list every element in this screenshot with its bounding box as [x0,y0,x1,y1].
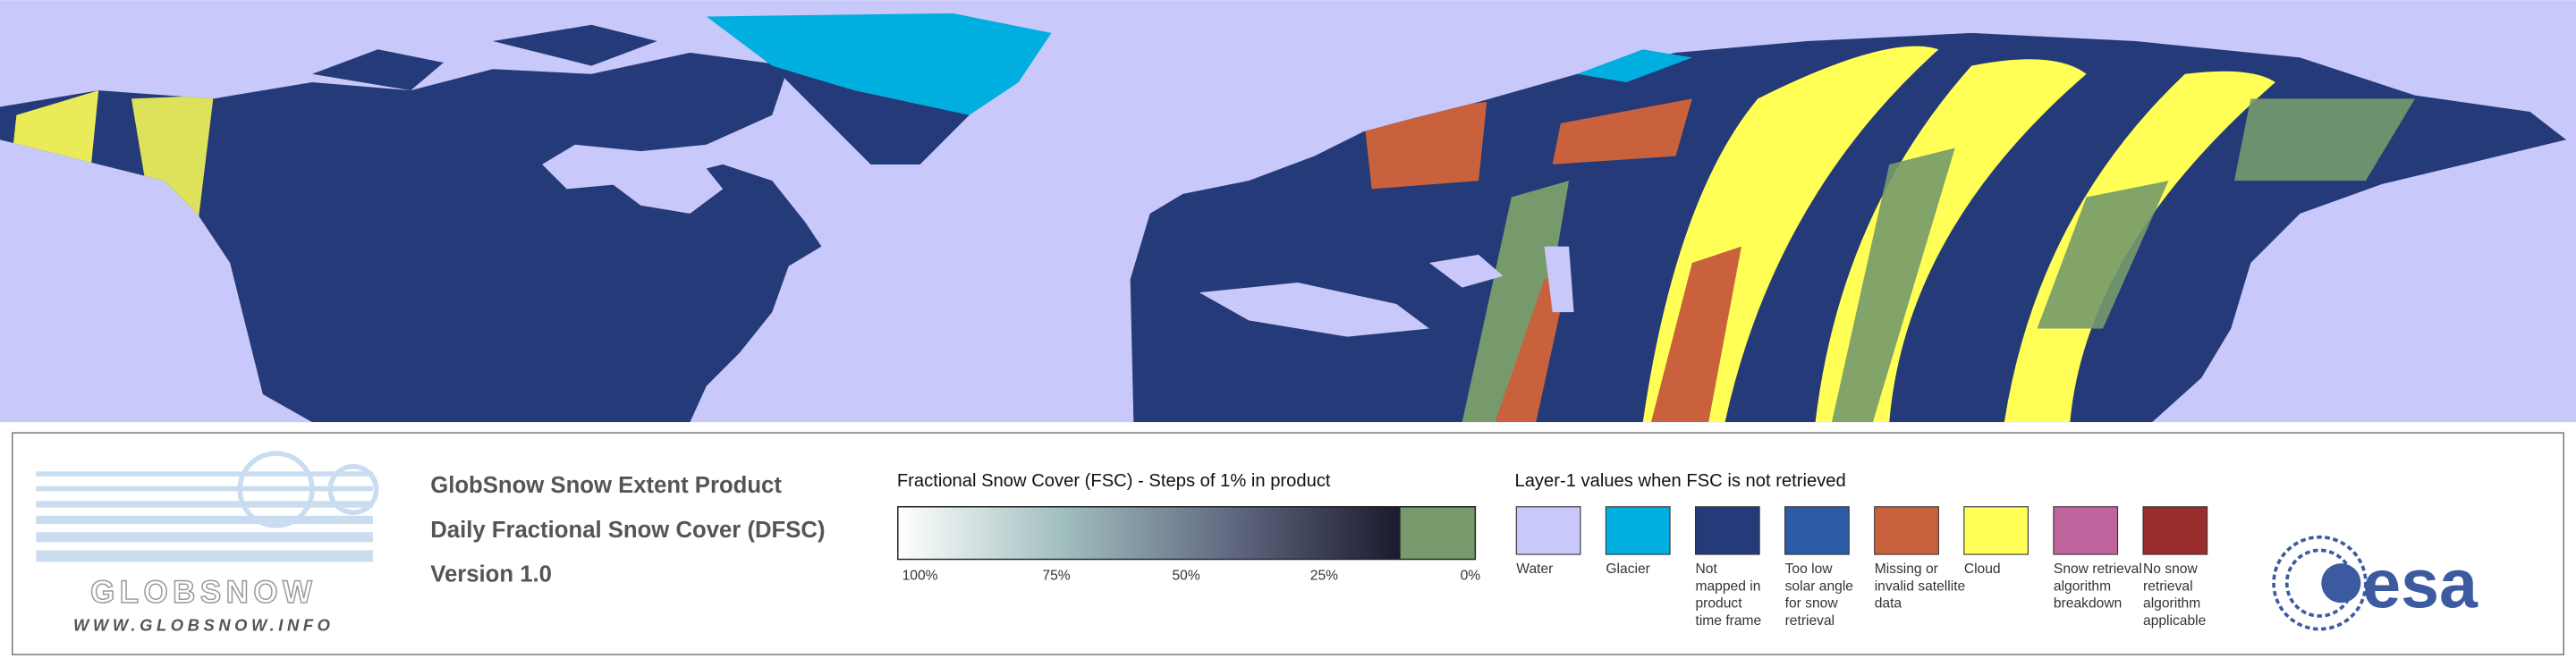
legend-label-line: time frame [1696,613,1762,629]
colorbar-label: 75% [1042,569,1070,584]
legend-label: Cloud [1964,561,2001,577]
greenland [706,13,1052,165]
legend-label: Not mapped in product time frame [1696,561,1762,629]
legend-label: Glacier [1606,561,1649,577]
legend-label-line: Missing or [1875,561,1938,577]
legend-swatch [1963,506,2029,555]
product-info: GlobSnow Snow Extent Product Daily Fracti… [430,473,825,587]
legend-label-line: Glacier [1606,561,1649,577]
logo-name: GLOBSNOW [90,575,317,610]
legend-label: No snow retrieval algorithm applicable [2143,561,2206,629]
legend-label-line: invalid satellite [1875,578,1966,594]
legend-swatch [1784,506,1850,555]
legend-swatch [2053,506,2119,555]
legend-label-line: retrieval [2143,578,2193,594]
legend-swatch [1874,506,1939,555]
legend-label: Water [1516,561,1553,577]
greenland-edge [772,65,970,165]
legend-title: Layer-1 values when FSC is not retrieved [1514,471,1845,491]
product-line: Daily Fractional Snow Cover (DFSC) [430,518,825,543]
hudson-bay [591,148,724,214]
product-line: Version 1.0 [430,561,552,587]
colorbar-label: 50% [1172,569,1199,584]
legend-label: Missing or invalid satellite data [1875,561,1966,612]
esa-wordmark: esa [2362,546,2479,623]
mediterranean [1199,283,1429,337]
legend-label-line: Cloud [1964,561,2001,577]
legend-swatch [1515,506,1581,555]
legend-label-line: mapped in [1696,578,1761,594]
arctic-island [493,24,657,66]
colorbar-title: Fractional Snow Cover (FSC) - Steps of 1… [897,471,1331,491]
legend-label-line: Water [1516,561,1553,577]
colorbar-label: 0% [1461,569,1481,584]
legend-label-line: retrieval [1785,613,1835,629]
colorbar-zero [1399,506,1477,561]
colorbar-label: 100% [902,569,938,584]
legend-label-line: Too low [1785,561,1834,577]
legend-label-line: solar angle [1785,578,1853,594]
novaya-zemlya [1577,49,1692,82]
legend-items: Water Glacier Not mapped in product time fram… [1515,506,2208,629]
legend-label-line: product [1696,596,1743,612]
legend-label-line: for snow [1785,596,1839,612]
colorbar-label: 25% [1310,569,1338,584]
esa-logo: esa [2272,535,2479,631]
colorbar [897,506,1402,561]
globsnow-logo: GLOBSNOW WWW.GLOBSNOW.INFO [36,451,379,634]
black-sea [1428,254,1504,288]
legend-label-line: No snow [2143,561,2198,577]
legend-label: Too low solar angle for snow retrieval [1785,561,1853,629]
legend-label: Snow retrieval algorithm breakdown [2054,561,2142,612]
colorbar-labels: 100% 75% 50% 25% 0% [902,569,1481,584]
legend-label-line: algorithm [2054,578,2111,594]
legend-swatch [1694,506,1760,555]
caspian [1544,246,1574,313]
arctic-island [311,49,444,91]
legend-swatch [1605,506,1671,555]
legend-label-line: breakdown [2054,596,2122,612]
legend-label-line: Not [1696,561,1718,577]
product-line: GlobSnow Snow Extent Product [430,473,782,498]
legend-label-line: applicable [2143,613,2206,629]
legend-label-line: data [1875,596,1902,612]
legend-label-line: Snow retrieval [2054,561,2142,577]
legend-label-line: algorithm [2143,596,2200,612]
legend-swatch [2142,506,2208,555]
logo-url: WWW.GLOBSNOW.INFO [73,615,335,634]
